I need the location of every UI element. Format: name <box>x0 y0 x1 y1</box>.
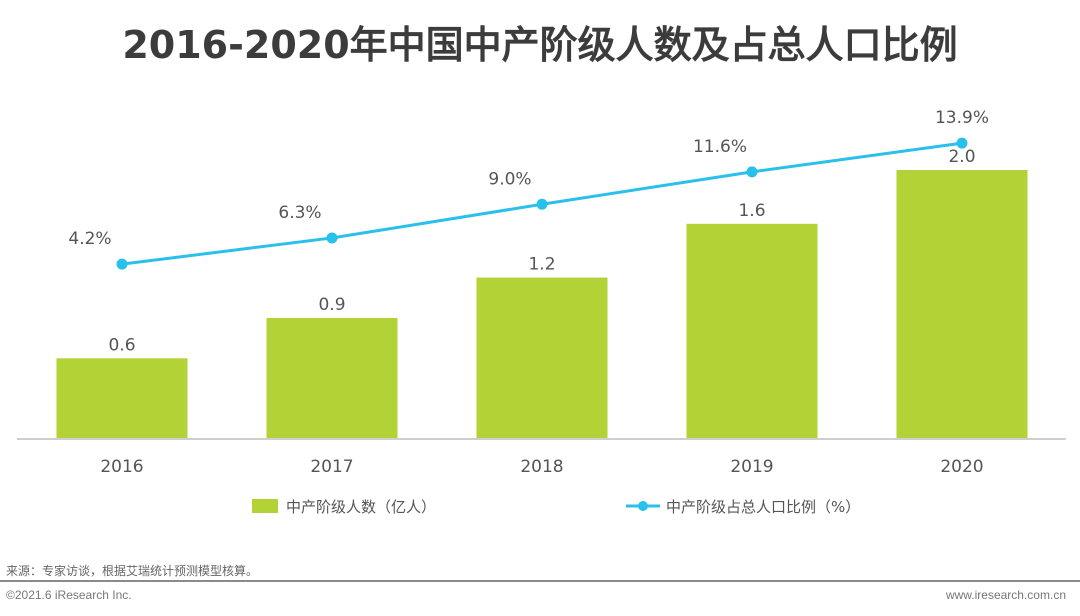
website-link[interactable]: www.iresearch.com.cn <box>945 588 1066 602</box>
chart: 2016 2017 2018 2019 2020 0.6 0.9 1.2 1.6 2.0 4.2… <box>17 108 1066 516</box>
x-tick-label: 2017 <box>310 457 353 477</box>
line-value-label: 11.6% <box>693 137 747 157</box>
line-points <box>116 137 968 270</box>
line-point-2017 <box>326 232 338 244</box>
legend: 中产阶级人数（亿人） 中产阶级占总人口比例（%） <box>252 498 860 516</box>
line-data-labels: 4.2% 6.3% 9.0% 11.6% 13.9% <box>68 108 989 249</box>
bar-2016 <box>56 358 188 439</box>
x-tick-label: 2020 <box>940 457 983 477</box>
source-note: 来源：专家访谈，根据艾瑞统计预测模型核算。 <box>6 564 259 578</box>
bar-value-label: 1.2 <box>528 255 555 275</box>
chart-title: 2016-2020年中国中产阶级人数及占总人口比例 <box>122 23 958 67</box>
line-value-label: 13.9% <box>935 108 989 128</box>
line-point-2016 <box>116 258 128 270</box>
bar-2019 <box>686 223 818 439</box>
line-value-label: 9.0% <box>488 169 531 189</box>
line-point-2020 <box>956 137 968 149</box>
legend-line-label: 中产阶级占总人口比例（%） <box>666 498 860 516</box>
bar-2020 <box>896 170 1028 439</box>
legend-line-marker <box>638 501 648 511</box>
x-tick-label: 2016 <box>100 457 143 477</box>
bar-data-labels: 0.6 0.9 1.2 1.6 2.0 <box>108 147 975 355</box>
legend-bar-label: 中产阶级人数（亿人） <box>286 498 436 516</box>
footer-divider <box>0 580 1080 582</box>
bar-2017 <box>266 317 398 439</box>
bar-value-label: 2.0 <box>948 147 975 167</box>
bar-value-label: 0.6 <box>108 335 135 355</box>
line-value-label: 6.3% <box>278 203 321 223</box>
line-value-label: 4.2% <box>68 229 111 249</box>
bar-value-label: 0.9 <box>318 295 345 315</box>
legend-bar-swatch <box>252 499 278 513</box>
x-tick-label: 2018 <box>520 457 563 477</box>
x-tick-label: 2019 <box>730 457 773 477</box>
bar-value-label: 1.6 <box>738 201 765 221</box>
bar-2018 <box>476 277 608 439</box>
bar-series <box>56 170 1028 439</box>
line-point-2018 <box>536 198 548 210</box>
line-point-2019 <box>746 166 758 178</box>
x-axis-ticks: 2016 2017 2018 2019 2020 <box>100 457 983 477</box>
copyright: ©2021.6 iResearch Inc. <box>6 588 132 602</box>
